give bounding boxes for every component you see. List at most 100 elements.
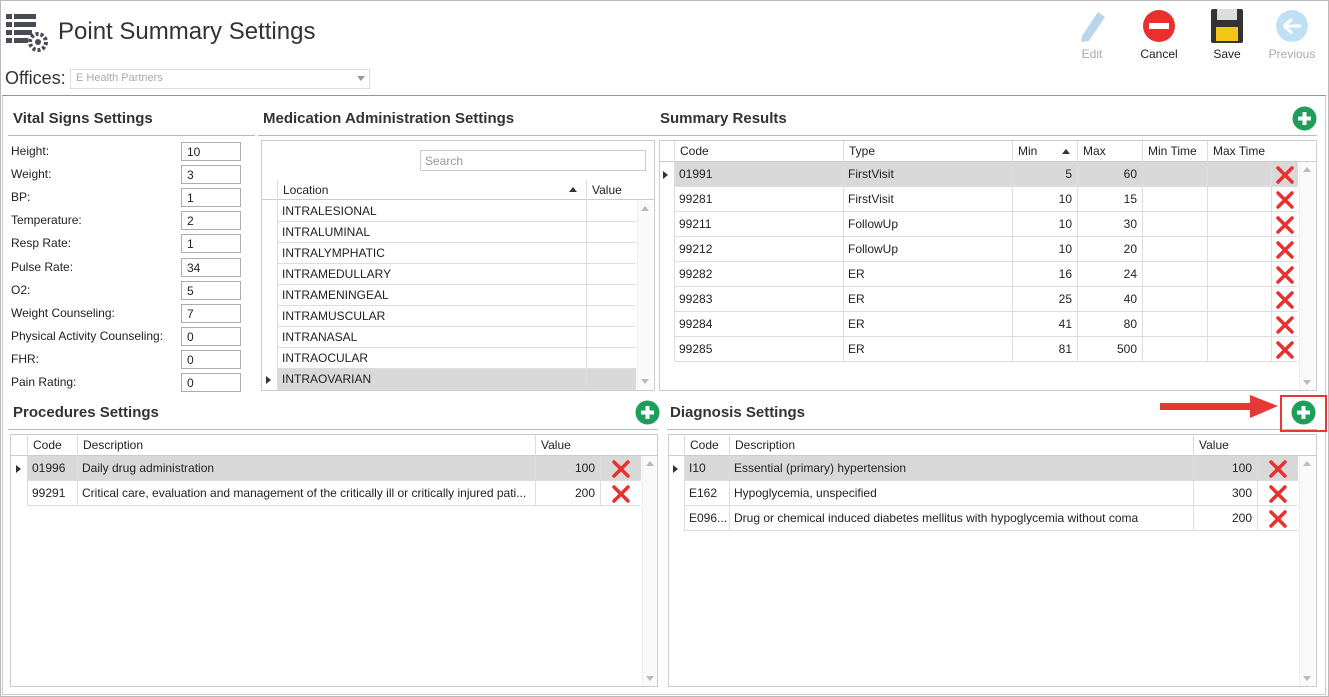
grid-cell-border [586,306,587,327]
grid-cell: 01996 [32,461,66,475]
scroll-up[interactable] [1303,167,1311,172]
grid-cell-border [1012,162,1013,187]
grid-cell-border [674,212,675,237]
grid-row[interactable] [27,481,641,506]
delete-button[interactable] [1275,315,1295,335]
grid-cell-border [1193,506,1194,531]
add-button[interactable] [1292,106,1317,131]
grid-cell-border [843,337,844,362]
grid-cell-border [586,243,587,264]
grid-cell-border [1142,237,1143,262]
toolbar-button[interactable]: Previous [1268,47,1316,61]
delete-button[interactable] [1268,484,1288,504]
grid-row[interactable] [674,337,1298,362]
scrollbar[interactable] [637,201,652,389]
field-input[interactable]: 0 [181,326,241,346]
grid-row[interactable] [674,262,1298,287]
scroll-down[interactable] [1303,380,1311,385]
delete-button[interactable] [1275,265,1295,285]
field-input[interactable]: 1 [181,188,241,208]
grid-cell: 30 [1123,217,1137,231]
grid-row[interactable] [684,481,1298,506]
grid-cell: ER [848,317,865,331]
field-input[interactable]: 5 [181,280,241,300]
grid-cell-border [843,237,844,262]
grid-row[interactable] [684,456,1298,481]
delete-button[interactable] [1275,240,1295,260]
grid-row[interactable] [277,243,636,264]
delete-button[interactable] [1275,190,1295,210]
grid-row[interactable] [674,312,1298,337]
scroll-up[interactable] [641,206,649,211]
grid-row[interactable] [277,369,636,390]
grid-row[interactable] [277,285,636,306]
grid-row[interactable] [674,187,1298,212]
add-button[interactable] [635,400,660,425]
grid-row[interactable] [674,237,1298,262]
field-input[interactable]: 2 [181,211,241,231]
grid-cell-border [1077,287,1078,312]
scroll-down[interactable] [646,676,654,681]
scrollbar[interactable] [1299,162,1314,390]
delete-button[interactable] [1275,215,1295,235]
section-title: Summary Results [660,110,787,127]
field-input[interactable]: 3 [181,165,241,185]
grid-cell: E096... [689,511,728,525]
grid-cell-border [1077,162,1078,187]
grid-cell: 5 [1065,167,1072,181]
grid-cell: 15 [1123,192,1137,206]
grid-row[interactable] [277,306,636,327]
grid-cell: 40 [1123,292,1137,306]
grid-cell-border [1207,287,1208,312]
grid-cell: 100 [574,461,595,475]
sort-arrow [569,187,577,192]
grid-cell: 10 [1058,192,1072,206]
grid-row[interactable] [277,327,636,348]
grid-panel [659,140,1317,391]
scrollbar[interactable] [1299,456,1314,686]
field-input[interactable]: 0 [181,349,241,369]
delete-button[interactable] [1268,509,1288,529]
edit-icon [1081,12,1105,42]
grid-cell: 99212 [679,242,713,256]
field-input[interactable]: 34 [181,257,241,277]
grid-cell-border [277,201,278,222]
delete-button[interactable] [611,459,631,479]
search-box[interactable]: Search [420,150,646,171]
field-input[interactable]: 7 [181,303,241,323]
grid-cell: INTRALESIONAL [282,204,377,218]
toolbar-button[interactable]: Edit [1081,47,1103,61]
scroll-up[interactable] [646,461,654,466]
grid-cell-border [600,481,601,506]
section-underline [258,135,655,136]
scroll-up[interactable] [1303,461,1311,466]
toolbar-button[interactable]: Cancel [1140,47,1178,61]
field-input[interactable]: 10 [181,142,241,161]
add-button[interactable] [1291,400,1316,425]
scroll-down[interactable] [641,379,649,384]
delete-button[interactable] [1275,165,1295,185]
scroll-down[interactable] [1303,676,1311,681]
delete-button[interactable] [1275,290,1295,310]
field-input[interactable]: 1 [181,234,241,254]
grid-row[interactable] [684,506,1298,531]
grid-row[interactable] [277,348,636,369]
delete-button[interactable] [1268,459,1288,479]
scrollbar[interactable] [642,456,657,686]
grid-cell-border [674,287,675,312]
sort-arrow [1062,149,1070,154]
grid-row[interactable] [674,287,1298,312]
grid-row[interactable] [277,201,636,222]
grid-row[interactable] [27,456,641,481]
grid-row[interactable] [674,212,1298,237]
grid-row[interactable] [277,264,636,285]
delete-button[interactable] [1275,340,1295,360]
grid-cell: 200 [574,486,595,500]
toolbar-button[interactable]: Save [1213,47,1241,61]
delete-button[interactable] [611,484,631,504]
grid-row[interactable] [674,162,1298,187]
offices-dropdown[interactable]: E Health Partners [70,69,370,89]
field-input[interactable]: 0 [181,373,241,392]
grid-cell: 200 [1231,511,1252,525]
grid-row[interactable] [277,222,636,243]
